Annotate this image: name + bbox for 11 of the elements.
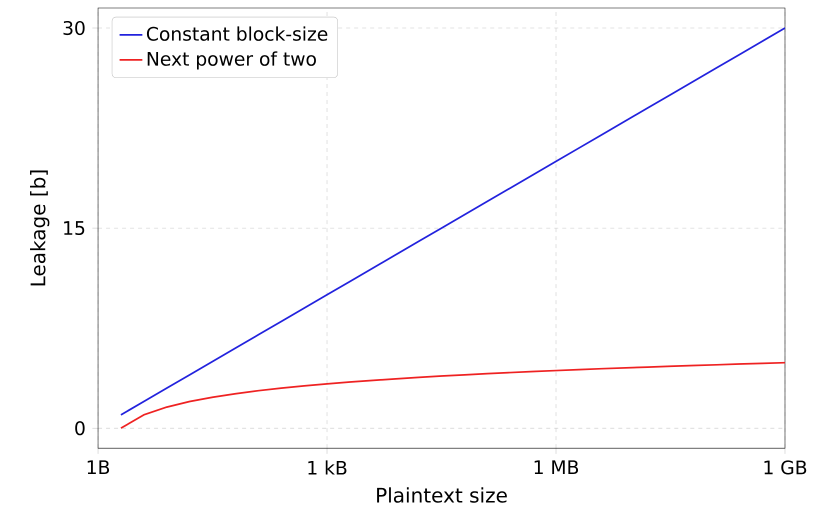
x-axis-title: Plaintext size: [377, 487, 507, 503]
x-tick-label: 1 GB: [764, 460, 806, 474]
y-tick-label: 30: [64, 20, 85, 35]
legend-label: Constant block-size: [146, 26, 328, 41]
x-tick-label: 1 MB: [534, 460, 578, 474]
y-tick-label: 15: [64, 221, 84, 235]
x-tick-label: 1B: [88, 460, 110, 474]
y-tick-label: 0: [75, 421, 85, 436]
legend-label: Next power of two: [148, 51, 316, 70]
y-axis-title: Leakage [b]: [30, 170, 50, 286]
x-tick-label: 1 kB: [308, 460, 346, 474]
